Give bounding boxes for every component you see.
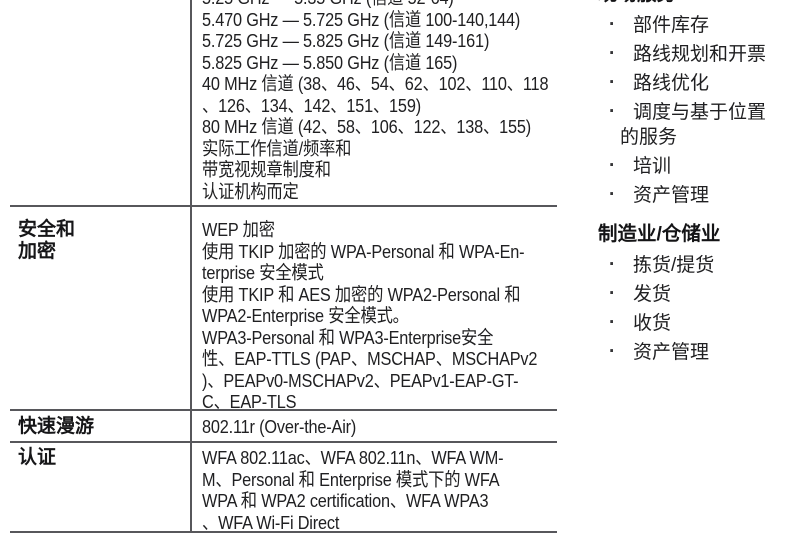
row-label (10, 0, 190, 205)
row-label: 安全和 加密 (18, 219, 76, 262)
sidebar-section-title: 制造业/仓储业 (598, 223, 721, 245)
sidebar-bullet-list: 拣货/提货发货收货资产管理 (598, 252, 784, 365)
table-row-security: 安全和 加密 WEP 加密 使用 TKIP 加密的 WPA-Personal 和… (10, 207, 557, 411)
table-row-frequency: 5.25 GHz — 5.35 GHz (信道 52-64) 5.470 GHz… (10, 0, 557, 207)
row-content-cell: 802.11r (Over-the-Air) (190, 411, 557, 441)
list-item: 路线规划和开票 (598, 41, 784, 67)
frequency-channel-text: 5.25 GHz — 5.35 GHz (信道 52-64) 5.470 GHz… (202, 0, 549, 202)
list-item: 培训 (598, 153, 784, 179)
list-item: 资产管理 (598, 182, 784, 208)
list-item: 路线优化 (598, 70, 784, 96)
list-item: 资产管理 (598, 339, 784, 365)
list-item: 收货 (598, 310, 784, 336)
table-row-certifications: 认证 WFA 802.11ac、WFA 802.11n、WFA WM- M、Pe… (10, 443, 557, 533)
row-label: 认证 (18, 447, 57, 468)
row-content-cell: WFA 802.11ac、WFA 802.11n、WFA WM- M、Perso… (190, 443, 557, 531)
row-content-cell: 5.25 GHz — 5.35 GHz (信道 52-64) 5.470 GHz… (190, 0, 557, 205)
certifications-text: WFA 802.11ac、WFA 802.11n、WFA WM- M、Perso… (202, 447, 504, 531)
market-applications-sidebar: 现场服务 部件库存路线规划和开票路线优化调度与基于位置 的服务培训资产管理 制造… (598, 0, 784, 369)
list-item: 部件库存 (598, 12, 784, 38)
fast-roaming-text: 802.11r (Over-the-Air) (202, 416, 357, 437)
row-label: 快速漫游 (18, 416, 95, 437)
list-item: 发货 (598, 281, 784, 307)
sidebar-section-manufacturing-warehousing: 制造业/仓储业 拣货/提货发货收货资产管理 (598, 222, 784, 365)
spec-table: 5.25 GHz — 5.35 GHz (信道 52-64) 5.470 GHz… (10, 0, 557, 533)
sidebar-section-field-service: 现场服务 部件库存路线规划和开票路线优化调度与基于位置 的服务培训资产管理 (598, 0, 784, 208)
sidebar-section-title: 现场服务 (598, 0, 784, 7)
sidebar-bullet-list: 部件库存路线规划和开票路线优化调度与基于位置 的服务培训资产管理 (598, 12, 784, 208)
list-item: 调度与基于位置 的服务 (598, 99, 784, 150)
list-item: 拣货/提货 (598, 252, 784, 278)
table-row-fast-roaming: 快速漫游 802.11r (Over-the-Air) (10, 411, 557, 443)
security-encryption-text: WEP 加密 使用 TKIP 加密的 WPA-Personal 和 WPA-En… (202, 219, 538, 409)
row-content-cell: WEP 加密 使用 TKIP 加密的 WPA-Personal 和 WPA-En… (190, 207, 557, 409)
